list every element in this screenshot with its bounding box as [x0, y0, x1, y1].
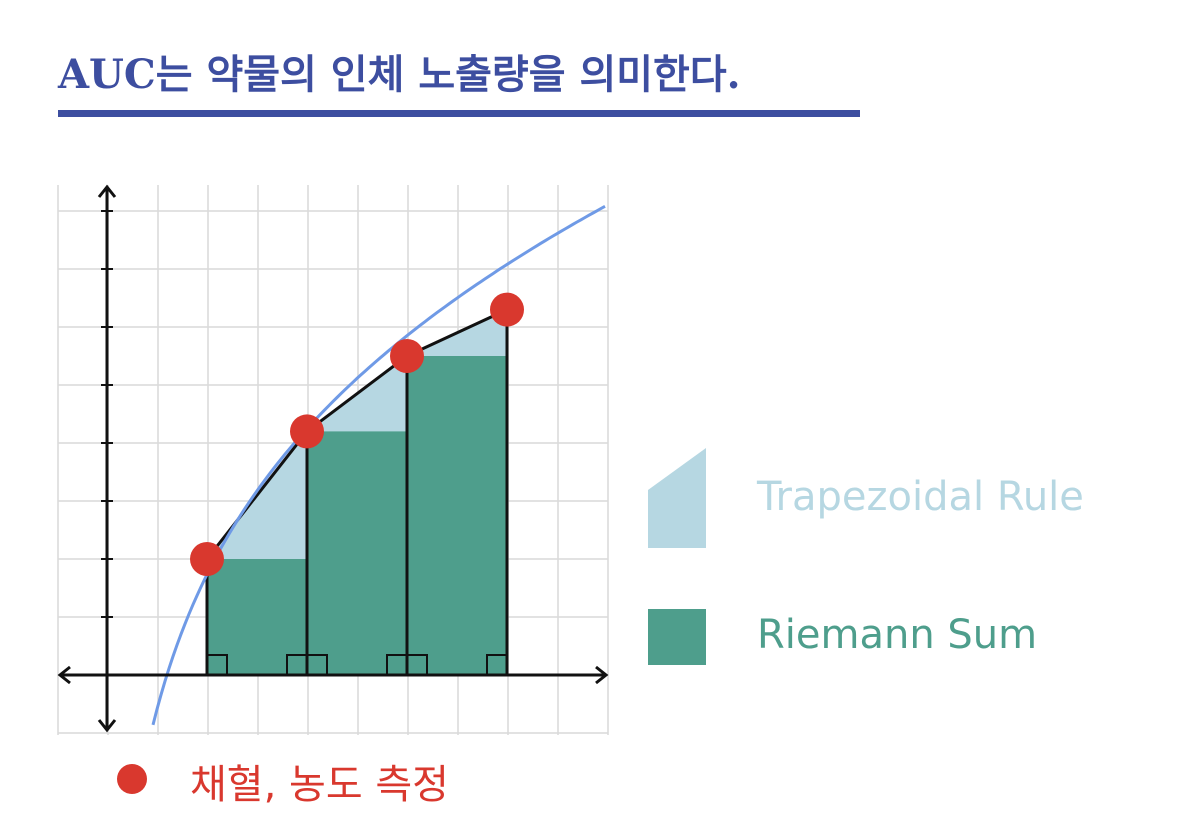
riemann-rectangle: [407, 356, 507, 675]
trapezoid-chord: [406, 308, 508, 358]
title-underline: [58, 110, 860, 117]
axes: [57, 184, 609, 733]
right-angle-mark: [206, 654, 228, 676]
y-axis-bottom-arrow: [97, 719, 117, 733]
x-axis-left-arrow: [57, 665, 71, 685]
area-shapes: [205, 308, 509, 675]
sample-point: [190, 542, 224, 576]
sample-marker-label: 채혈, 농도 측정: [190, 762, 449, 808]
x-axis-right-arrow: [595, 665, 609, 685]
concentration-curve: [151, 204, 606, 726]
right-angle-mark: [306, 654, 328, 676]
legend-swatch-riemann: [648, 609, 706, 665]
page-title: AUC는 약물의 인체 노출량을 의미한다.: [58, 51, 741, 98]
trapezoid-chord: [205, 430, 309, 560]
riemann-rectangle: [207, 559, 307, 675]
right-angle-mark: [486, 654, 508, 676]
legend-label-riemann: Riemann Sum: [757, 612, 1038, 658]
legend-swatches: [117, 448, 706, 794]
legend-label-trapezoidal: Trapezoidal Rule: [757, 474, 1084, 520]
trapezoid-chord: [306, 354, 408, 433]
y-axis-top-arrow: [97, 184, 117, 198]
right-angle-mark: [406, 654, 428, 676]
legend-swatch-sample-point: [117, 764, 147, 794]
riemann-rectangle: [307, 431, 407, 675]
sample-point: [390, 339, 424, 373]
right-angle-marks: [206, 654, 508, 676]
sample-point: [490, 292, 524, 327]
sample-point: [290, 414, 324, 449]
legend-swatch-trapezoidal: [648, 448, 706, 548]
sample-points: [190, 292, 524, 576]
